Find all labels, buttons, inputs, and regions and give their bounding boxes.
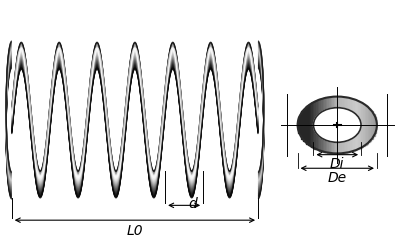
Bar — [300, 114, 302, 136]
Bar — [347, 98, 349, 110]
Bar — [302, 111, 304, 139]
Bar — [344, 97, 346, 108]
Bar — [345, 141, 347, 153]
Bar — [358, 132, 360, 149]
Bar — [316, 100, 318, 116]
Bar — [326, 98, 328, 110]
Bar — [353, 99, 355, 113]
Bar — [331, 97, 333, 108]
Text: Di: Di — [330, 157, 344, 171]
Bar — [323, 139, 325, 152]
Bar — [337, 96, 339, 108]
Bar — [340, 97, 342, 108]
Bar — [318, 100, 320, 114]
Bar — [337, 142, 339, 154]
Bar — [310, 104, 312, 146]
Bar — [339, 96, 341, 108]
Bar — [352, 99, 354, 112]
Bar — [350, 98, 352, 111]
Bar — [329, 142, 331, 153]
Bar — [360, 128, 362, 148]
Text: d: d — [188, 197, 197, 211]
Bar — [327, 141, 329, 153]
Bar — [355, 136, 357, 150]
Bar — [348, 98, 350, 110]
Bar — [353, 137, 355, 151]
Ellipse shape — [313, 108, 361, 142]
Bar — [352, 138, 354, 151]
Bar — [361, 103, 363, 147]
Bar — [336, 96, 337, 108]
Bar — [313, 102, 315, 122]
Bar — [360, 102, 362, 122]
Bar — [326, 140, 328, 152]
Bar — [334, 96, 336, 108]
Bar — [323, 98, 325, 111]
Bar — [370, 110, 371, 140]
Bar — [363, 104, 365, 146]
Bar — [358, 101, 360, 118]
Ellipse shape — [298, 96, 377, 154]
Bar — [347, 140, 349, 152]
Bar — [329, 97, 331, 108]
Bar — [374, 117, 376, 133]
Bar — [316, 134, 318, 150]
Bar — [339, 142, 341, 154]
Bar — [336, 142, 337, 154]
Bar — [321, 138, 323, 151]
Bar — [324, 140, 326, 152]
Text: L0: L0 — [126, 224, 143, 238]
Bar — [311, 103, 313, 147]
Bar — [318, 136, 320, 150]
Bar — [348, 140, 350, 152]
Bar — [321, 99, 323, 112]
Bar — [357, 100, 359, 116]
Bar — [366, 106, 368, 144]
Bar — [303, 110, 305, 140]
Bar — [368, 108, 370, 142]
Bar — [344, 142, 346, 153]
Bar — [308, 105, 310, 145]
Bar — [306, 106, 308, 144]
Bar — [355, 100, 357, 114]
Bar — [334, 142, 336, 154]
Bar — [371, 111, 373, 139]
Bar — [345, 97, 347, 109]
Text: De: De — [328, 171, 347, 185]
Bar — [324, 98, 326, 110]
Bar — [313, 128, 315, 148]
Bar — [298, 117, 300, 133]
Bar — [315, 101, 316, 118]
Bar — [350, 139, 352, 152]
Bar — [332, 142, 334, 153]
Bar — [319, 99, 321, 113]
Bar — [357, 134, 359, 150]
Bar — [342, 97, 344, 108]
Bar — [304, 108, 307, 142]
Bar — [331, 142, 333, 153]
Bar — [365, 105, 367, 145]
Bar — [332, 97, 334, 108]
Bar — [327, 97, 329, 109]
Bar — [373, 114, 375, 136]
Bar — [319, 137, 321, 151]
Bar — [340, 142, 342, 153]
Bar — [342, 142, 344, 153]
Bar — [315, 132, 316, 149]
